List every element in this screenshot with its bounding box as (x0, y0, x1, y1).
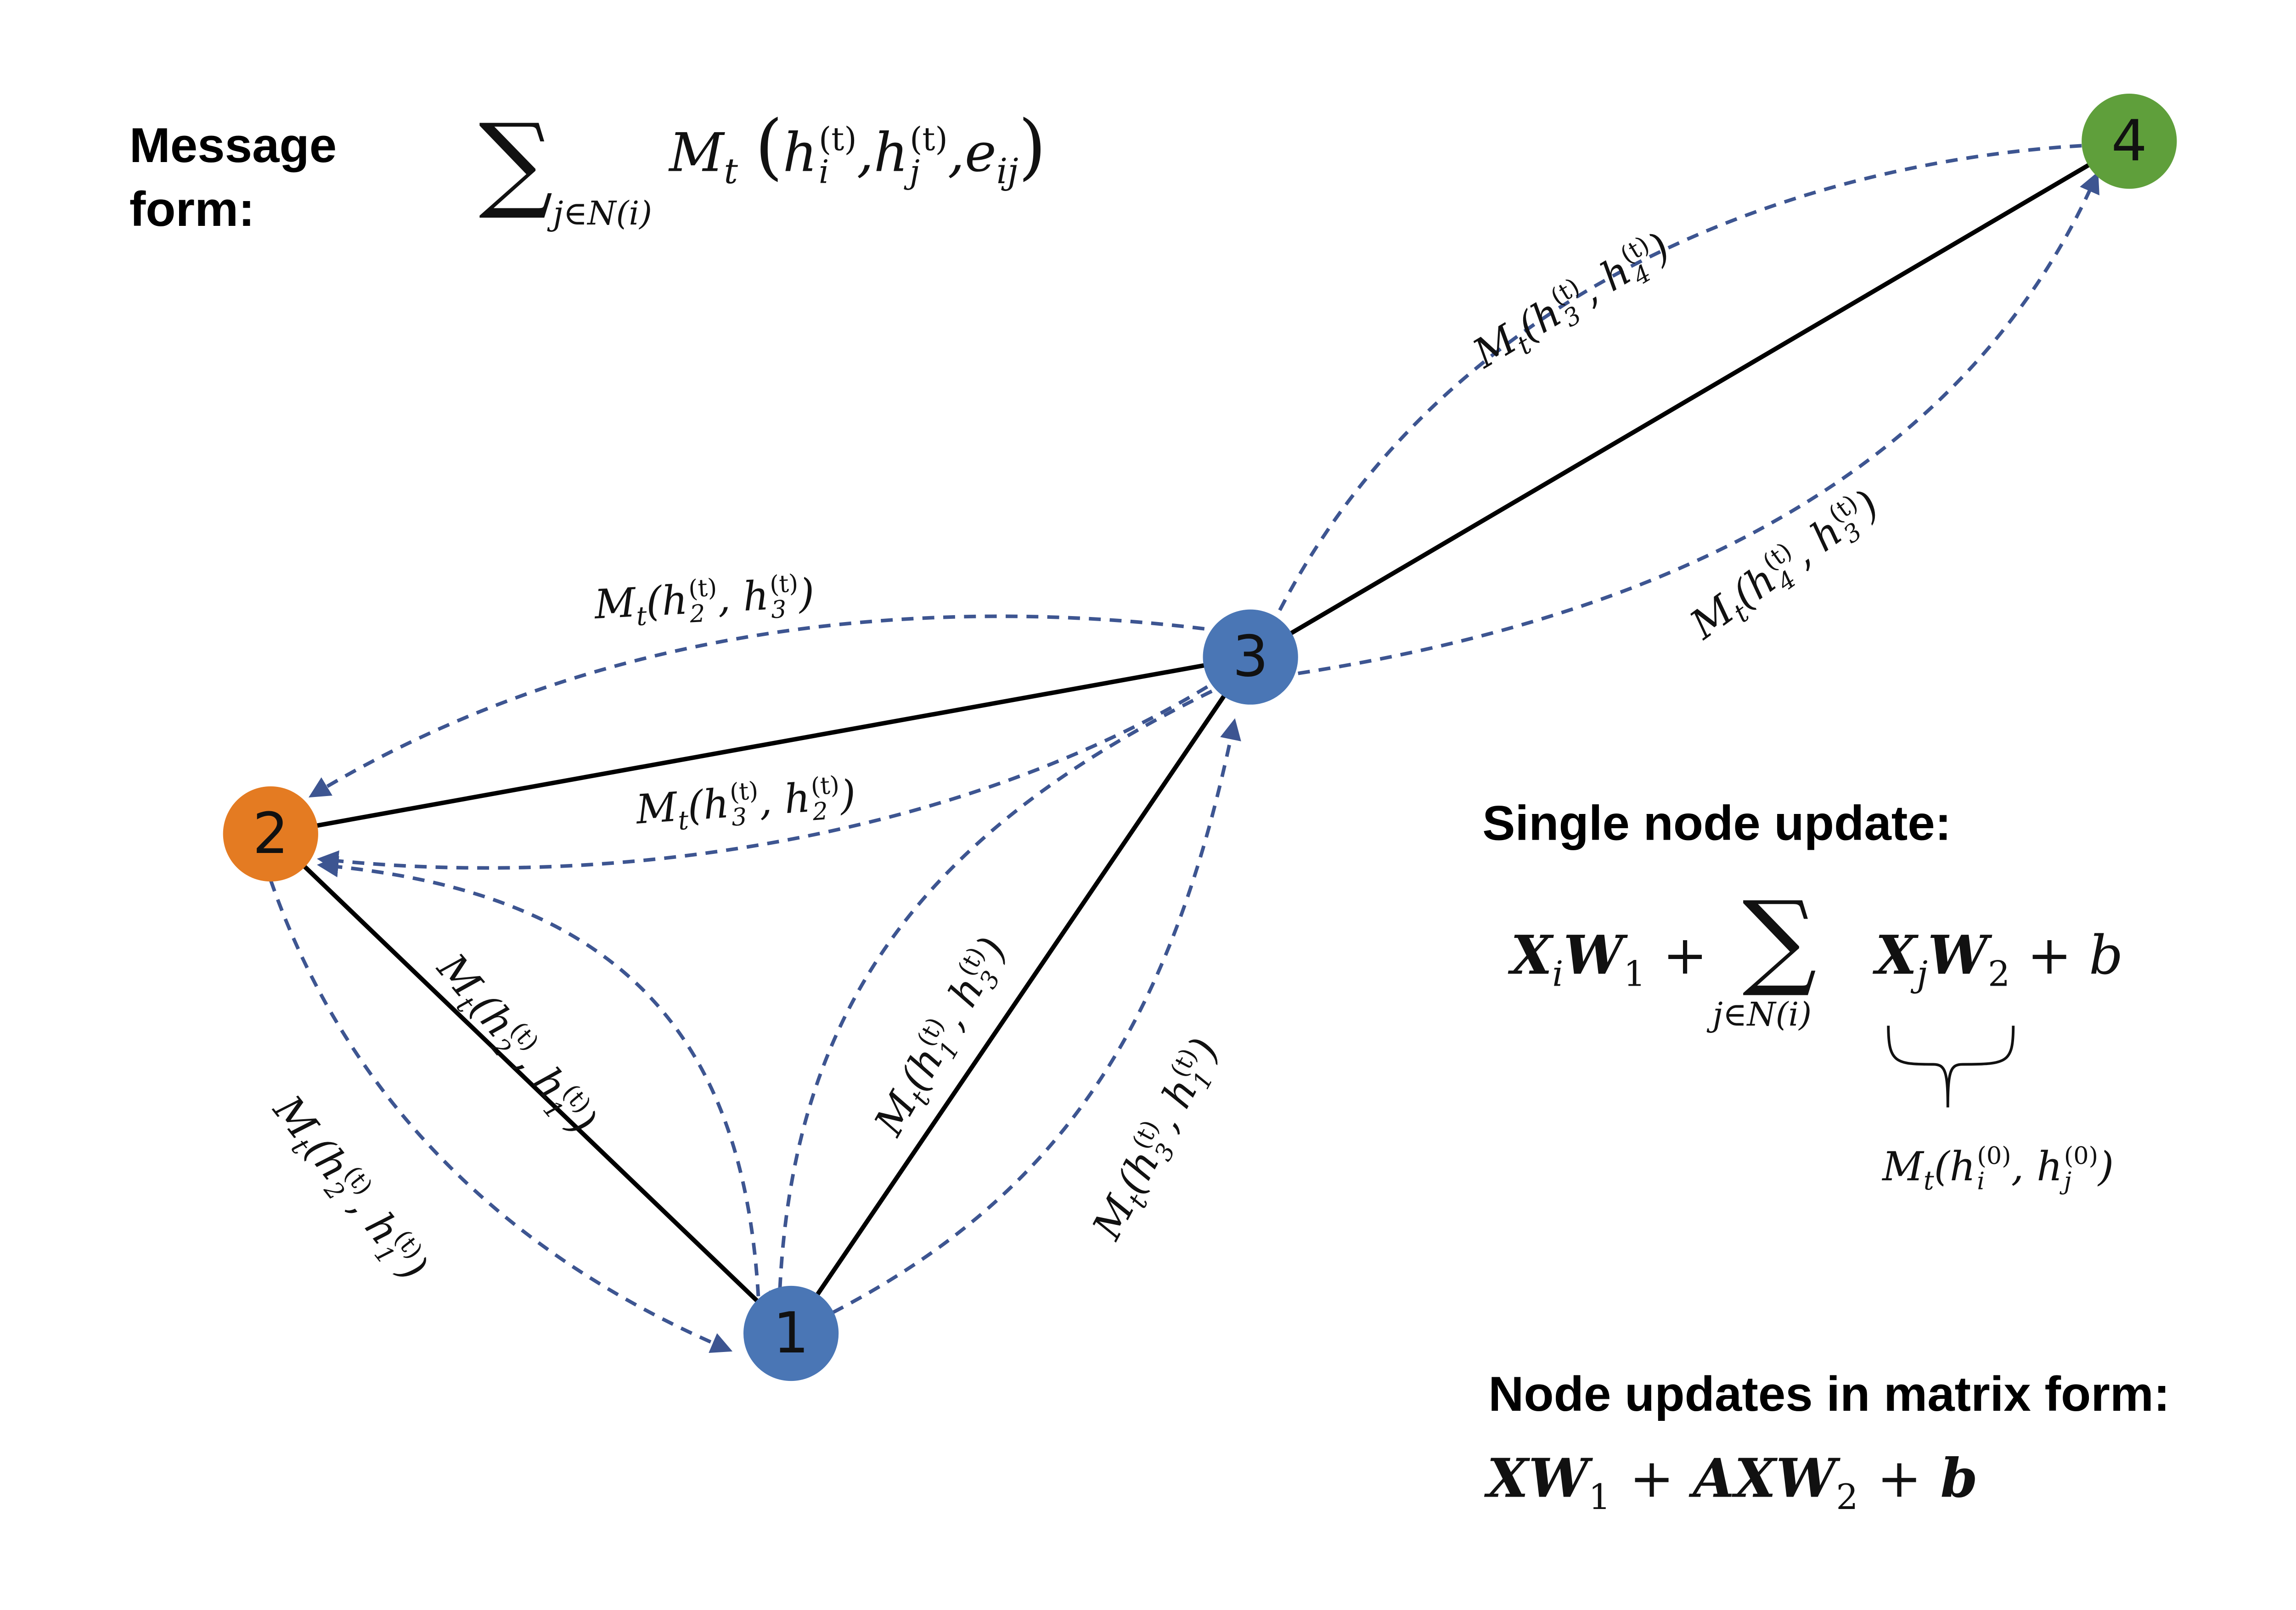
close-paren: ) (1018, 105, 1047, 189)
math-token: W (1563, 925, 1624, 987)
math-token: 1 (1623, 953, 1646, 995)
math-token: (t) (810, 771, 840, 802)
math-token: (0) (1977, 1142, 2011, 1171)
message-arrow-4-to-3 (1264, 144, 2082, 640)
single-update-formula: XiW1 + ∑ j∈N(i) XjW2 + b (1510, 879, 2123, 1035)
h-i: h (782, 123, 817, 185)
math-token: 2 (689, 598, 706, 628)
h-i-sup: (t) (819, 122, 857, 160)
node-3[interactable]: 3 (1203, 609, 1298, 705)
open-paren: ( (755, 105, 783, 189)
message-fn: M (669, 123, 724, 185)
message-arrows (269, 144, 2099, 1353)
math-token: j (2064, 1166, 2072, 1195)
math-token: 3 (770, 594, 787, 623)
underbrace (1887, 1026, 2015, 1108)
math-token: i (1552, 953, 1564, 995)
message-arrow-2-to-1 (269, 879, 733, 1353)
math-token: t (636, 602, 648, 633)
node-1[interactable]: 1 (743, 1285, 839, 1381)
math-token: X (1875, 925, 1917, 987)
math-token: t (677, 807, 690, 837)
node-2-label: 2 (253, 801, 288, 867)
math-token: b (2089, 926, 2123, 987)
math-token: 2 (1987, 953, 2010, 995)
math-token: j (1917, 953, 1928, 995)
message-arrow-3-to-1 (769, 690, 1213, 1313)
message-arrow-1-to-2 (317, 856, 760, 1296)
node-3-circle (1203, 609, 1298, 705)
math-token: M (593, 580, 637, 629)
message-form-heading-line1: Message (129, 117, 337, 173)
message-arrow-3-to-2-upper (308, 614, 1205, 798)
math-token: (t) (687, 573, 718, 604)
message-form-formula: ∑j∈N(i) Mt (h (t) i ,h (t) j ,eij) (479, 101, 1047, 233)
message-arrow-3-to-2-lower (317, 685, 1209, 872)
message-form-heading: Message form: (129, 113, 337, 241)
single-update-heading: Single node update: (1482, 795, 1952, 851)
message-form-heading-line2: form: (129, 181, 255, 236)
edge-2-3 (270, 655, 1251, 836)
edge-2-1 (269, 832, 793, 1335)
math-token: b (1940, 1447, 1978, 1510)
node-1-circle (743, 1285, 839, 1381)
matrix-update-formula: XW1 + AXW2 + b (1487, 1448, 1978, 1518)
math-token: X (1510, 925, 1553, 987)
math-token: + (1877, 1449, 1922, 1510)
math-token: XW (1487, 1447, 1589, 1510)
math-token: 2 (811, 796, 829, 825)
math-token: + (2027, 926, 2072, 987)
math-token: 2 (1836, 1476, 1858, 1518)
math-token: 1 (1588, 1476, 1611, 1518)
e-ij: e (964, 123, 996, 185)
math-token: M (634, 785, 679, 834)
graph-edges (269, 139, 2131, 1335)
h-j-sup: (t) (910, 122, 948, 160)
math-token: (0) (2064, 1142, 2099, 1171)
edge-1-3 (789, 656, 1253, 1335)
h-j: h (873, 123, 908, 185)
math-token: h (2037, 1144, 2063, 1191)
e-ij-sub: ij (996, 150, 1019, 192)
node-3-label: 3 (1232, 624, 1268, 690)
math-token: W (1928, 925, 1988, 987)
math-token: h (1949, 1144, 1976, 1191)
node-4-label: 4 (2111, 108, 2147, 174)
math-token: i (1977, 1166, 1985, 1195)
math-token: AXW (1693, 1447, 1836, 1510)
message-fn-sub: t (724, 150, 738, 192)
message-arrow-3-to-4 (1298, 171, 2099, 675)
node-4-circle (2082, 93, 2177, 189)
node-4[interactable]: 4 (2082, 93, 2177, 189)
math-token: (t) (769, 569, 799, 600)
math-token: t (1923, 1167, 1934, 1197)
math-token: M (1882, 1144, 1924, 1191)
sum-index: j∈N(i) (1712, 997, 1812, 1035)
matrix-update-heading: Node updates in matrix form: (1488, 1366, 2170, 1421)
brace-label: Mt(h (0) i, h (0) j) (1882, 1142, 2114, 1197)
edge-3-4 (1249, 139, 2131, 659)
sum-index: j∈N(i) (553, 196, 653, 234)
sum-symbol: ∑ (478, 101, 553, 223)
comma: , (856, 123, 874, 185)
math-token: (t) (729, 777, 760, 807)
math-token: 3 (730, 802, 748, 831)
comma: , (947, 123, 965, 185)
sum-symbol: ∑ (1742, 878, 1817, 1001)
math-token: + (1629, 1449, 1674, 1510)
math-token: + (1662, 926, 1708, 987)
message-arrow-1-to-3 (832, 718, 1241, 1314)
node-2[interactable]: 2 (223, 786, 318, 882)
h-i-sub: i (819, 154, 829, 192)
node-1-label: 1 (773, 1301, 809, 1366)
h-j-sub: j (910, 154, 920, 192)
node-2-circle (223, 786, 318, 882)
